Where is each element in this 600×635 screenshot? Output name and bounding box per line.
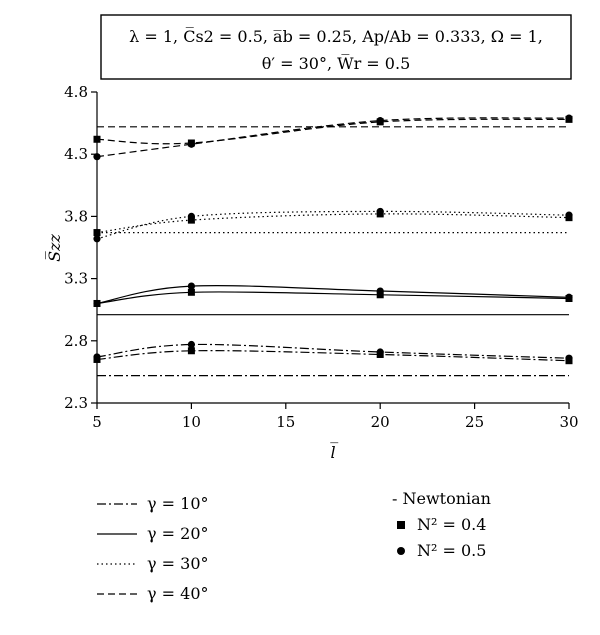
data-point-circle: [565, 354, 573, 362]
data-point-square: [376, 291, 384, 299]
series-line-gamma-40-n205: [96, 117, 570, 158]
data-point-circle: [376, 207, 384, 216]
y-tick-group: 2.3 2.8 3.3 3.8 4.3 4.8: [64, 83, 97, 412]
legend-label-n2-0-5: N² = 0.5: [417, 541, 486, 560]
plot-frame: [96, 92, 569, 404]
series-line-gamma-30-n204: [96, 213, 570, 234]
parameter-box: λ = 1, C̅s2 = 0.5, a̅b = 0.25, Ap/Ab = 0…: [100, 14, 572, 80]
data-point-circle: [187, 140, 195, 148]
y-tick-label: 4.8: [64, 83, 88, 101]
x-tick-label: 25: [465, 413, 484, 431]
x-tick-label: 10: [182, 413, 201, 431]
data-point-square: [187, 216, 195, 224]
parameter-box-frame: [100, 14, 572, 80]
data-point-square: [187, 347, 195, 355]
series-line-gamma-10-n204: [96, 350, 570, 362]
y-axis-label: S̅zz: [44, 234, 64, 262]
legend-label-gamma-20: γ = 20°: [147, 524, 209, 543]
data-point-square: [93, 135, 101, 143]
x-tick-label: 5: [92, 413, 102, 431]
legend-label-gamma-40: γ = 40°: [147, 584, 209, 603]
x-tick-label: 30: [559, 413, 578, 431]
series-line-gamma-20-n204: [96, 291, 570, 305]
y-tick-label: 3.8: [64, 207, 88, 225]
data-point-circle: [376, 348, 384, 356]
data-point-circle: [187, 340, 195, 349]
series-line-gamma-40-n204: [96, 118, 570, 145]
y-tick-label: 4.3: [64, 145, 88, 163]
data-point-circle: [187, 212, 195, 220]
legend-label-gamma-10: γ = 10°: [147, 494, 209, 513]
data-point-circle: [93, 235, 101, 243]
data-point-circle: [93, 299, 101, 308]
legend-label-n2-0-4: N² = 0.4: [417, 515, 486, 534]
data-point-circle: [565, 211, 573, 219]
data-point-square: [187, 288, 195, 296]
y-tick-label: 3.3: [64, 270, 88, 288]
y-tick-label: 2.8: [64, 332, 88, 350]
x-tick-group: 5 10 15 20 25 30: [92, 403, 579, 431]
series-line-gamma-20-n205: [96, 285, 570, 305]
x-tick-label: 15: [276, 413, 295, 431]
data-point-circle: [565, 114, 573, 122]
data-point-circle: [93, 153, 101, 161]
legend-markers: - Newtonian N² = 0.4 N² = 0.5: [392, 489, 491, 560]
legend-square-marker: [397, 521, 405, 529]
legend-label-newtonian: - Newtonian: [392, 489, 491, 508]
data-point-circle: [376, 117, 384, 125]
data-point-circle: [187, 282, 195, 290]
parameter-line-1: λ = 1, C̅s2 = 0.5, a̅b = 0.25, Ap/Ab = 0…: [129, 26, 543, 46]
data-point-circle: [93, 353, 101, 361]
data-point-square: [93, 229, 101, 237]
x-tick-label: 20: [371, 413, 390, 431]
parameter-line-2: θ′ = 30°, W̅r = 0.5: [262, 53, 411, 73]
data-point-circle: [376, 287, 384, 295]
legend-label-gamma-30: γ = 30°: [147, 554, 209, 573]
x-axis-label: l̅: [330, 442, 338, 462]
data-point-circle: [565, 293, 573, 301]
legend-circle-marker: [397, 547, 405, 555]
legend-styles: γ = 10° γ = 20° γ = 30° γ = 40°: [97, 494, 209, 603]
series-layer: [93, 114, 573, 377]
y-tick-label: 2.3: [64, 394, 88, 412]
